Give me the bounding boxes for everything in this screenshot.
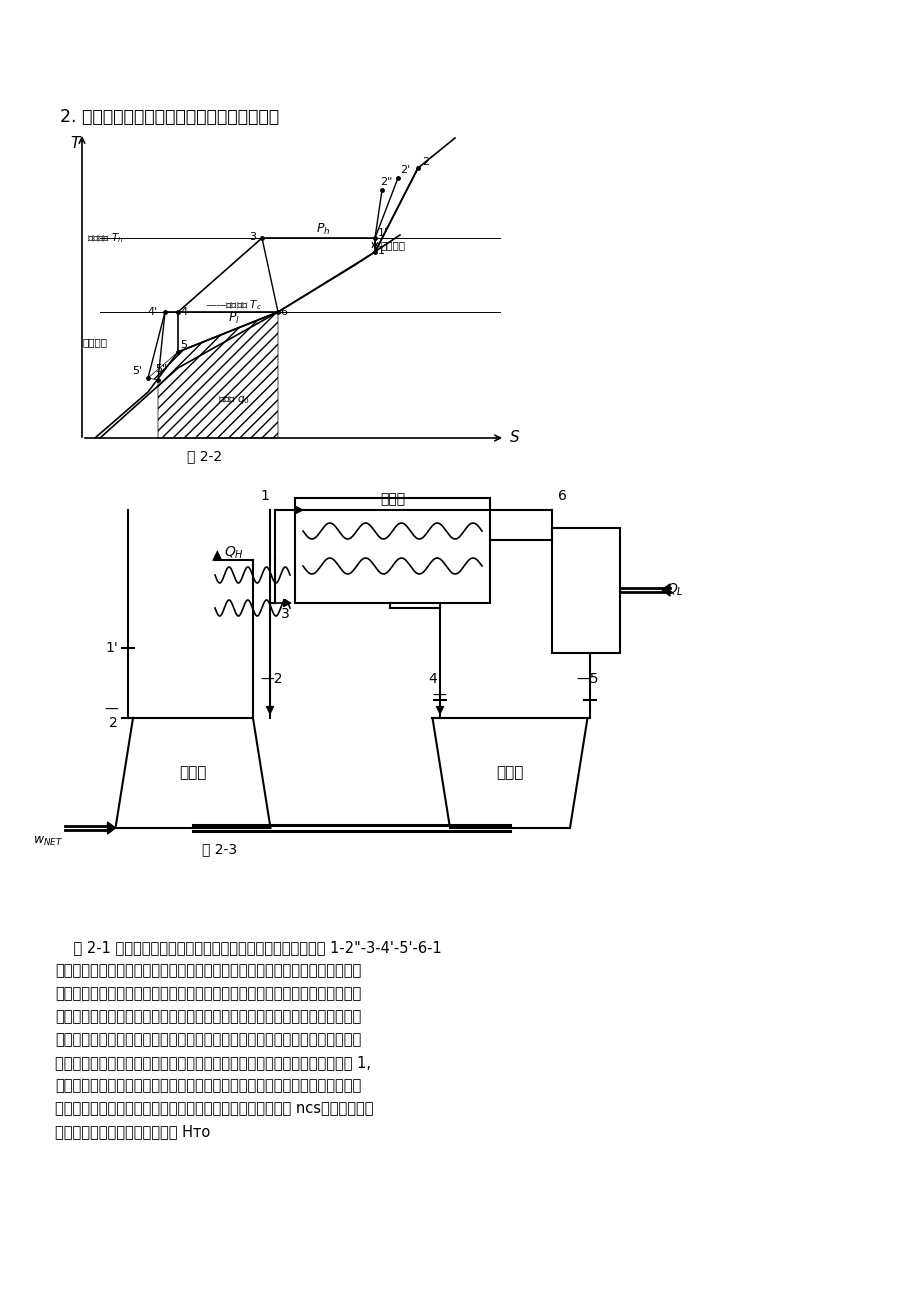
Text: 6: 6 xyxy=(279,307,287,317)
Text: 5": 5" xyxy=(154,364,167,373)
Text: —5: —5 xyxy=(575,673,598,686)
Text: $Q_L$: $Q_L$ xyxy=(665,582,683,598)
Text: 1: 1 xyxy=(378,246,384,256)
Text: 5: 5 xyxy=(180,340,187,350)
Text: 6: 6 xyxy=(557,489,566,503)
Text: 制冷量 $q_0$: 制冷量 $q_0$ xyxy=(218,394,250,406)
Text: 传热温差: 传热温差 xyxy=(380,239,405,250)
Text: 4': 4' xyxy=(147,307,157,317)
Text: $P_h$: $P_h$ xyxy=(315,222,330,237)
Text: 5': 5' xyxy=(131,366,142,376)
Text: S: S xyxy=(509,431,519,445)
Bar xyxy=(295,498,490,602)
Polygon shape xyxy=(662,584,669,596)
Text: $P_l$: $P_l$ xyxy=(228,311,240,327)
Text: ▲: ▲ xyxy=(211,546,222,561)
Text: 4: 4 xyxy=(180,307,187,317)
Text: 压缩机: 压缩机 xyxy=(179,765,207,781)
Text: 表示，但是由于各种因素的影响，空气制冷系统的实际循环和理论循环的差别很: 表示，但是由于各种因素的影响，空气制冷系统的实际循环和理论循环的差别很 xyxy=(55,963,361,978)
Text: 出口压力上去；在回热过程中考虑传热温差，此时的回冷热交换器的效率小于 1,: 出口压力上去；在回热过程中考虑传热温差，此时的回冷热交换器的效率小于 1, xyxy=(55,1055,370,1069)
Text: 1': 1' xyxy=(105,641,118,654)
Text: 2": 2" xyxy=(380,177,391,187)
Text: 3: 3 xyxy=(249,232,255,242)
Text: 4: 4 xyxy=(427,673,437,686)
Text: $w_{NET}$: $w_{NET}$ xyxy=(33,835,63,848)
Text: 2. 逆布雷顿循环制冷系统循环分析与理论设计: 2. 逆布雷顿循环制冷系统循环分析与理论设计 xyxy=(60,108,278,126)
Text: T: T xyxy=(70,137,80,151)
Text: 的膨胀过程要考虑到相对内效率 Hто: 的膨胀过程要考虑到相对内效率 Hто xyxy=(55,1124,210,1138)
Text: 1': 1' xyxy=(378,228,388,238)
Text: 膨胀机: 膨胀机 xyxy=(495,765,523,781)
Text: 图 2-3: 图 2-3 xyxy=(202,842,237,856)
Text: ——制冷温度 $T_c$: ——制冷温度 $T_c$ xyxy=(205,298,262,312)
Text: 2: 2 xyxy=(422,157,428,167)
Text: 图 2-1 是逆布雷顿空气制冷循环热力过程原理图。理论循环由 1-2"-3-4'-5'-6-1: 图 2-1 是逆布雷顿空气制冷循环热力过程原理图。理论循环由 1-2"-3-4'… xyxy=(55,941,441,955)
Text: —2: —2 xyxy=(260,673,282,686)
Text: 的热负荷；空气在压缩机中的压缩过程要考虑到绝热压缩效率 ncs，在膨胀机中: 的热负荷；空气在压缩机中的压缩过程要考虑到绝热压缩效率 ncs，在膨胀机中 xyxy=(55,1101,373,1116)
Text: 大。为了便于分析我们采用一些简化的处理方法，首先假设空气是理想气体，理: 大。为了便于分析我们采用一些简化的处理方法，首先假设空气是理想气体，理 xyxy=(55,986,361,1000)
Text: 图 2-2: 图 2-2 xyxy=(187,449,222,463)
Text: —: — xyxy=(104,703,118,717)
Text: —: — xyxy=(432,690,446,703)
Text: 环境温度 $T_h$: 环境温度 $T_h$ xyxy=(87,232,123,245)
Text: 而且在处理回热过程时假设它没有流动阻力损失，并把漏热损失折算为用冷装置: 而且在处理回热过程时假设它没有流动阻力损失，并把漏热损失折算为用冷装置 xyxy=(55,1079,361,1093)
Text: 想气体假设在这篇论文所讨论的温度和压力范围内所造成的误差很小，可以忽略: 想气体假设在这篇论文所讨论的温度和压力范围内所造成的误差很小，可以忽略 xyxy=(55,1010,361,1024)
Text: 2: 2 xyxy=(109,716,118,730)
Text: 换热器: 换热器 xyxy=(380,492,404,506)
Bar xyxy=(551,528,619,653)
Text: 3: 3 xyxy=(280,608,289,621)
Text: 传热温差: 传热温差 xyxy=(83,337,108,347)
Text: 不计；假设吸热和放热过程为等压过程，压缩很膨胀过程中的损失可以折算到进: 不计；假设吸热和放热过程为等压过程，压缩很膨胀过程中的损失可以折算到进 xyxy=(55,1032,361,1047)
Text: 1: 1 xyxy=(260,489,269,503)
Polygon shape xyxy=(108,822,116,834)
Text: 2': 2' xyxy=(400,165,410,176)
Text: $Q_H$: $Q_H$ xyxy=(223,545,244,562)
